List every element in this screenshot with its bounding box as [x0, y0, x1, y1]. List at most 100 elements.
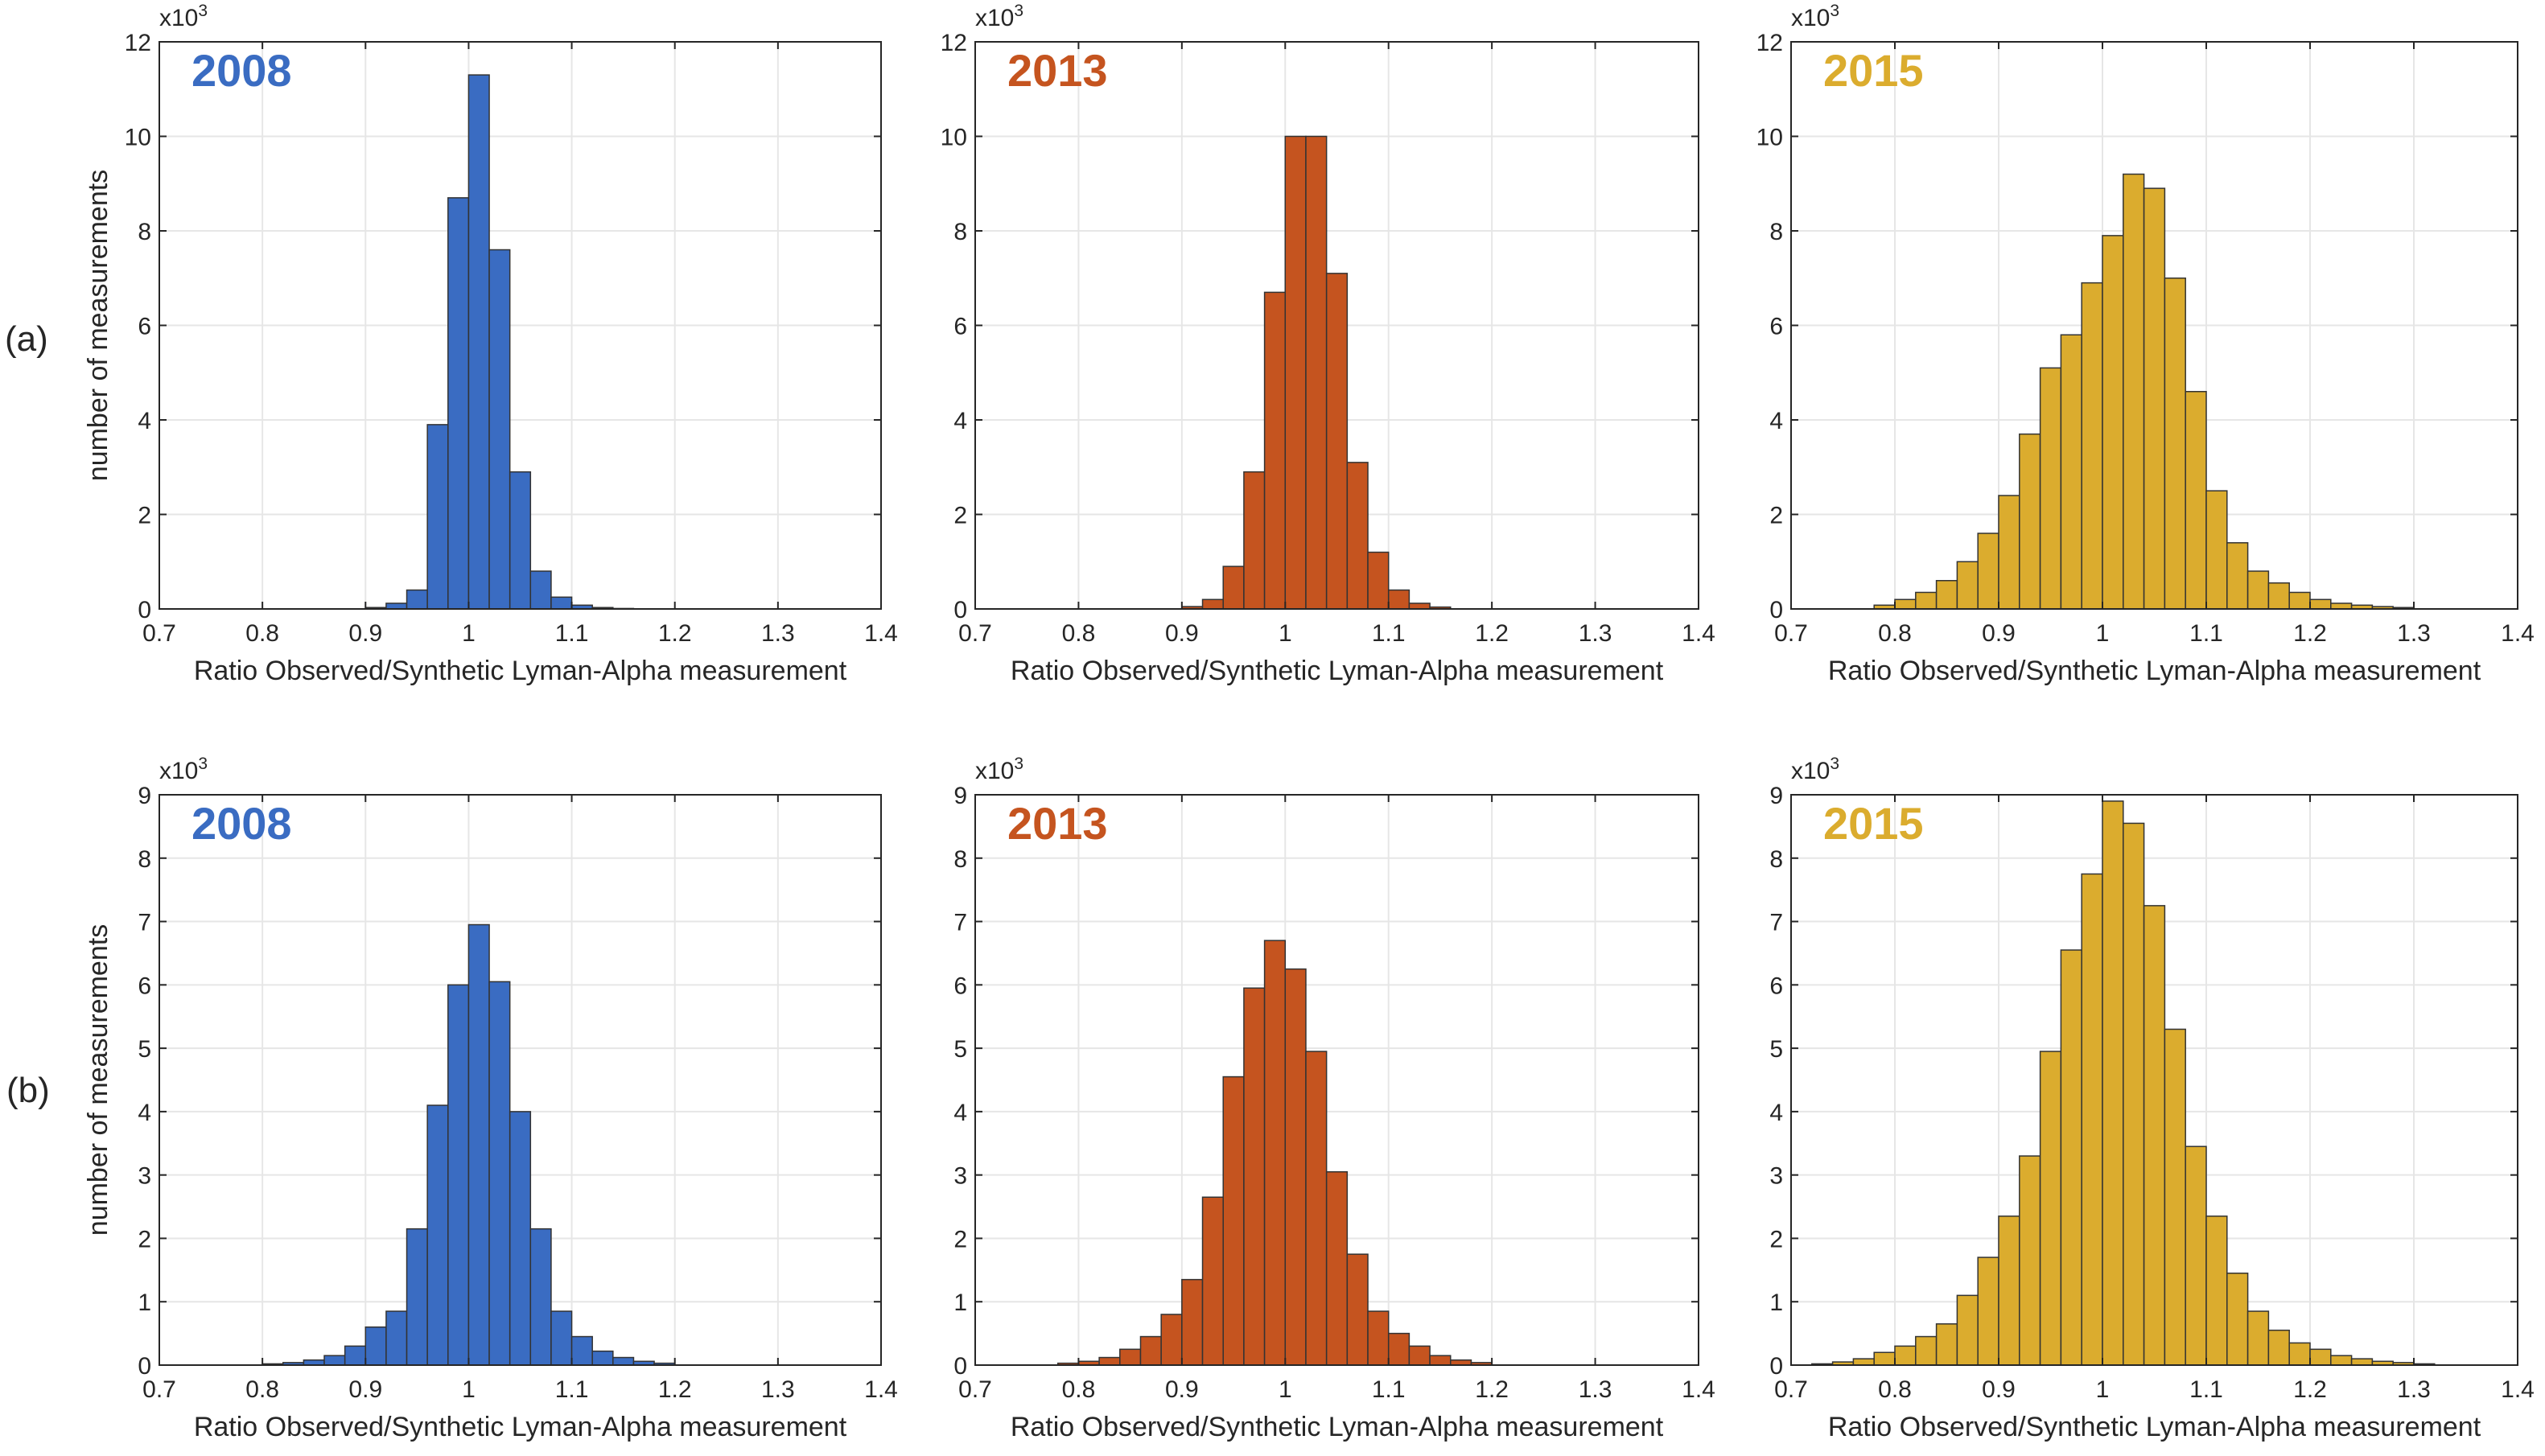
y-tick-label: 6: [138, 973, 151, 999]
histogram-bar: [2226, 542, 2249, 610]
histogram-bar: [1243, 471, 1266, 610]
histogram-bar: [2039, 1051, 2062, 1366]
y-tick-label: 0: [1769, 1353, 1783, 1380]
histogram-bar: [1160, 1314, 1183, 1366]
x-tick-label: 1.1: [555, 1376, 589, 1403]
histogram-bar: [1956, 1294, 1979, 1366]
x-tick-label: 0.8: [1062, 620, 1096, 647]
x-tick-label: 1.1: [555, 620, 589, 647]
histogram-bar: [1935, 1323, 1958, 1366]
y-tick-label: 7: [953, 910, 967, 936]
x-tick-label: 1.3: [1579, 620, 1612, 647]
x-tick-label: 0.9: [348, 620, 382, 647]
x-tick-label: 1.1: [1372, 1376, 1406, 1403]
y-tick-label: 2: [953, 1226, 967, 1252]
histogram-bar: [509, 471, 532, 610]
histogram-bar: [2205, 490, 2228, 610]
histogram-bar: [529, 1228, 552, 1366]
histogram-bar: [2185, 391, 2207, 610]
histogram-panel-2013-b: 0.7 0.8 0.9 1 1.1 1.2 1.3 1.40123456789x1032013…: [953, 755, 1715, 1442]
histogram-bar: [1284, 968, 1307, 1366]
year-label: 2008: [191, 45, 292, 96]
y-multiplier-base: x10: [1791, 758, 1830, 784]
y-tick-label: 12: [941, 30, 967, 56]
x-tick-label: 1.2: [1475, 1376, 1509, 1403]
histogram-bar: [364, 1326, 387, 1366]
histogram-bar: [1346, 462, 1369, 610]
histogram-bar: [2019, 1155, 2041, 1366]
y-tick-label: 10: [1756, 125, 1783, 151]
x-tick-label: 0.7: [1774, 620, 1808, 647]
y-tick-label: 3: [1769, 1163, 1783, 1190]
histogram-bar: [1263, 940, 1287, 1366]
x-tick-label: 1.2: [658, 620, 692, 647]
histogram-bar: [1243, 987, 1266, 1366]
histogram-panel-2015-a: 0.7 0.8 0.9 1 1.1 1.2 1.3 1.4 0 2 4 6 8 10 12 x103 2015 R…: [1756, 2, 2535, 686]
y-axis-label: number of measurements: [83, 924, 113, 1236]
histogram-bar: [1222, 1076, 1245, 1366]
histogram-bar: [1915, 591, 1938, 610]
histogram-bar: [509, 1111, 532, 1366]
x-axis-label: Ratio Observed/Synthetic Lyman-Alpha mea…: [1011, 1412, 1664, 1442]
histogram-bar: [1387, 589, 1410, 610]
y-tick-label: 0: [953, 1353, 967, 1380]
y-tick-label: 6: [138, 314, 151, 340]
histogram-bar: [1977, 1257, 1999, 1366]
histogram-panel-2015-b: 0.7 0.8 0.9 1 1.1 1.2 1.3 1.40123456789x1032015…: [1769, 755, 2535, 1442]
histogram-bar: [2267, 582, 2290, 610]
y-tick-label: 0: [1769, 597, 1783, 623]
histogram-bar: [2309, 598, 2332, 610]
x-tick-label: 1.2: [1475, 620, 1509, 647]
x-tick-label: 1.2: [2293, 620, 2327, 647]
histogram-bar: [1998, 495, 2020, 610]
x-axis-label: Ratio Observed/Synthetic Lyman-Alpha mea…: [194, 656, 847, 686]
histogram-bar: [2143, 187, 2166, 610]
y-multiplier: x103: [1791, 755, 1839, 784]
y-tick-label: 1: [1769, 1289, 1783, 1316]
y-multiplier-base: x10: [975, 758, 1014, 784]
y-tick-label: 3: [138, 1163, 151, 1190]
x-tick-label: 1.3: [1579, 1376, 1612, 1403]
y-tick-label: 7: [138, 910, 151, 936]
x-tick-label: 0.9: [1982, 620, 2016, 647]
y-tick-label: 8: [138, 219, 151, 245]
x-tick-label: 1: [2096, 1376, 2110, 1403]
y-multiplier: x103: [975, 755, 1023, 784]
axes-frame: [974, 794, 1699, 1366]
histogram-panel-2008-b: 0.7 0.8 0.9 1 1.1 1.2 1.3 1.40123456789x1032008…: [83, 755, 898, 1442]
y-tick-label: 8: [1769, 219, 1783, 245]
y-tick-label: 0: [138, 597, 151, 623]
y-multiplier-base: x10: [975, 5, 1014, 31]
y-tick-label: 6: [1769, 973, 1783, 999]
y-tick-label: 4: [953, 408, 967, 434]
histogram-bar: [2205, 1215, 2228, 1366]
x-tick-label: 1.4: [864, 620, 898, 647]
y-tick-label: 0: [953, 597, 967, 623]
histogram-bar: [344, 1345, 367, 1366]
histogram-bar: [488, 249, 511, 610]
x-tick-label: 1.1: [1372, 620, 1406, 647]
x-tick-label: 0.8: [1878, 1376, 1912, 1403]
histogram-bar: [1935, 580, 1958, 610]
histogram-bar: [2102, 235, 2124, 610]
histogram-bar: [2123, 173, 2145, 610]
x-tick-label: 1: [2096, 620, 2110, 647]
x-tick-label: 1: [462, 1376, 476, 1403]
row-label-b: (b): [6, 1071, 50, 1110]
y-axis-label: number of measurements: [83, 170, 113, 481]
x-tick-label: 0.7: [142, 620, 176, 647]
y-tick-label: 8: [138, 846, 151, 873]
x-tick-label: 0.8: [1062, 1376, 1096, 1403]
year-label: 2013: [1007, 798, 1108, 849]
histogram-bar: [1408, 603, 1431, 610]
year-label: 2015: [1823, 45, 1924, 96]
y-tick-label: 4: [953, 1100, 967, 1126]
y-multiplier-exponent: 3: [1014, 2, 1023, 20]
y-tick-label: 5: [1769, 1036, 1783, 1063]
y-tick-label: 8: [953, 846, 967, 873]
x-tick-label: 1.3: [2397, 1376, 2431, 1403]
histogram-bar: [1325, 1170, 1349, 1366]
x-tick-label: 1.4: [1682, 620, 1715, 647]
x-tick-label: 0.8: [245, 1376, 279, 1403]
histogram-bar: [1429, 1355, 1452, 1366]
